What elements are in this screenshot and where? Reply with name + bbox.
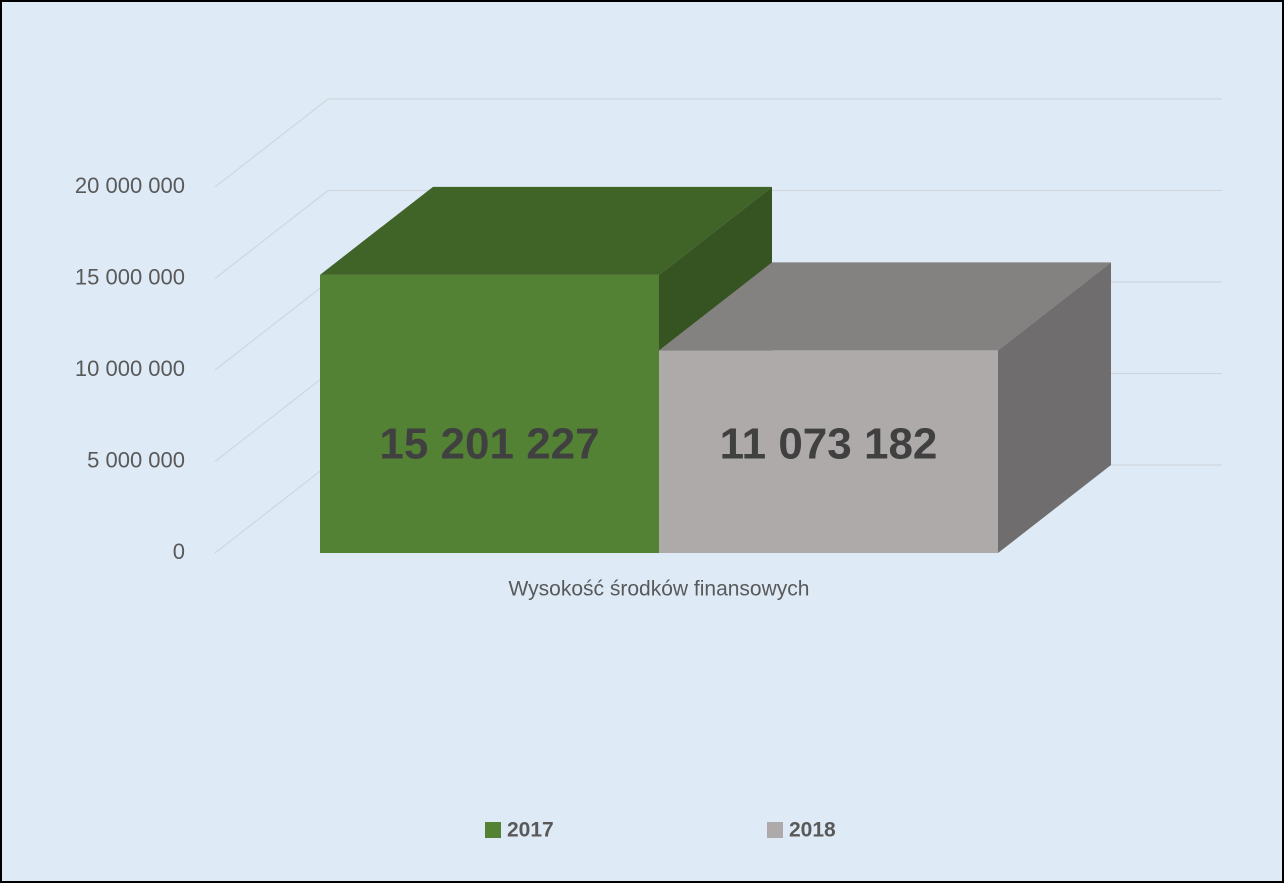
data-label: 15 201 227 (379, 420, 599, 469)
grid-line (214, 373, 329, 462)
y-tick-label: 15 000 000 (75, 264, 185, 289)
bar-top (659, 262, 1111, 351)
grid-line (214, 98, 329, 188)
y-tick-label: 0 (173, 539, 185, 564)
bar-top (320, 186, 772, 275)
bar-front (320, 274, 659, 553)
grid-line (214, 464, 329, 554)
bar-front (659, 350, 998, 553)
legend-label: 2017 (507, 819, 554, 842)
legend-swatch (767, 822, 783, 838)
grid-line (214, 190, 329, 279)
bar-side (998, 262, 1111, 553)
x-tick-label: Wysokość środków finansowych (509, 578, 810, 601)
legend-swatch (485, 822, 501, 838)
data-label: 11 073 182 (720, 420, 938, 469)
y-tick-label: 5 000 000 (87, 447, 185, 472)
y-tick-label: 20 000 000 (75, 173, 185, 198)
legend-label: 2018 (789, 819, 836, 842)
grid-line (214, 281, 329, 371)
y-tick-label: 10 000 000 (75, 356, 185, 381)
